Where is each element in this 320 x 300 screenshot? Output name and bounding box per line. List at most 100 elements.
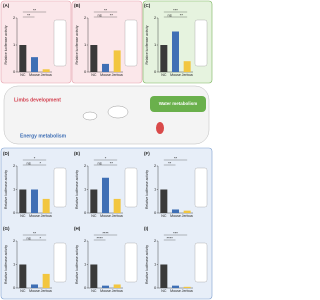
bar: [102, 177, 109, 213]
x-tick-label: Jerboa: [112, 73, 123, 77]
x-tick-label: NC: [161, 73, 167, 77]
bar: [31, 284, 38, 288]
bar: [42, 273, 50, 288]
sig-label: **: [174, 155, 178, 160]
panel-title: (C): [144, 3, 151, 8]
bar: [172, 285, 179, 288]
bar: [172, 209, 179, 213]
x-tick-label: Mouse: [170, 73, 181, 77]
gene-box: [53, 19, 67, 67]
panel-title: (E): [74, 151, 81, 156]
y-tick-label: 1: [154, 262, 157, 267]
y-tick-label: 0: [154, 285, 157, 290]
sig-label: **: [33, 7, 37, 12]
sig-label: ***: [173, 230, 178, 235]
sig-label: ***: [173, 7, 178, 12]
sig-label: **: [110, 12, 114, 17]
x-tick-label: Mouse: [100, 289, 111, 293]
y-tick-label: 2: [13, 163, 16, 168]
panel-title: (B): [74, 3, 81, 8]
jerboa-icon: [107, 105, 129, 119]
x-tick-label: Mouse: [100, 214, 111, 218]
y-tick-label: 0: [13, 285, 16, 290]
gene-box: [124, 167, 138, 208]
y-tick-label: 0: [13, 210, 16, 215]
diagram-label: Water metabolism: [159, 101, 198, 106]
bar: [31, 57, 38, 72]
bar: [19, 45, 27, 72]
x-tick-label: Jerboa: [41, 214, 52, 218]
bar: [31, 189, 38, 213]
bar: [160, 264, 168, 288]
y-tick-label: 2: [84, 15, 87, 20]
bar: [183, 61, 191, 72]
sig-label: ns: [98, 12, 102, 17]
gene-box: [53, 167, 67, 208]
x-tick-label: Jerboa: [182, 73, 193, 77]
y-tick-label: 0: [84, 285, 87, 290]
y-axis-label: Relative luciferase activity: [75, 25, 79, 64]
y-tick-label: 1: [84, 262, 87, 267]
sig-label: *: [40, 160, 42, 165]
y-tick-label: 2: [154, 163, 157, 168]
sig-label: **: [168, 160, 172, 165]
bar: [42, 69, 50, 72]
mouse-icon: [82, 111, 98, 121]
bar: [183, 210, 191, 213]
x-tick-label: NC: [91, 73, 97, 77]
bar: [113, 284, 121, 288]
x-tick-label: NC: [20, 214, 26, 218]
x-tick-label: Mouse: [29, 289, 40, 293]
x-tick-label: Mouse: [170, 214, 181, 218]
y-tick-label: 0: [154, 210, 157, 215]
y-tick-label: 0: [84, 69, 87, 74]
y-tick-label: 2: [154, 238, 157, 243]
bar: [113, 198, 121, 213]
x-tick-label: Jerboa: [182, 214, 193, 218]
y-tick-label: 1: [13, 187, 16, 192]
x-tick-label: NC: [161, 289, 167, 293]
gene-box: [194, 167, 208, 208]
panel-title: (A): [3, 3, 10, 8]
bar: [19, 189, 27, 213]
x-tick-label: Mouse: [100, 73, 111, 77]
bar: [183, 286, 191, 288]
water-box: [150, 96, 206, 112]
x-tick-label: Mouse: [29, 214, 40, 218]
y-axis-label: Relative luciferase activity: [75, 170, 79, 209]
panel-frame: [71, 0, 143, 84]
x-tick-label: Jerboa: [112, 214, 123, 218]
sig-label: ****: [97, 235, 104, 240]
y-tick-label: 1: [13, 262, 16, 267]
y-tick-label: 2: [13, 238, 16, 243]
x-tick-label: NC: [91, 214, 97, 218]
bar: [102, 63, 109, 72]
y-tick-label: 1: [154, 187, 157, 192]
x-tick-label: Mouse: [29, 73, 40, 77]
panel-title: (D): [3, 151, 10, 156]
x-tick-label: Jerboa: [41, 73, 52, 77]
sig-label: *: [105, 155, 107, 160]
x-tick-label: Jerboa: [182, 289, 193, 293]
gene-box: [194, 19, 208, 67]
gene-box: [124, 242, 138, 283]
sig-label: ****: [102, 230, 109, 235]
sig-label: ns: [168, 12, 172, 17]
y-tick-label: 2: [13, 15, 16, 20]
x-tick-label: NC: [20, 289, 26, 293]
bar: [19, 264, 27, 288]
y-tick-label: 2: [84, 238, 87, 243]
panel-title: (I): [144, 226, 149, 231]
y-tick-label: 2: [154, 15, 157, 20]
sig-label: *: [40, 235, 42, 240]
sig-label: ns: [98, 160, 102, 165]
panel-frame: [0, 147, 213, 300]
sig-label: **: [104, 7, 108, 12]
x-tick-label: NC: [91, 289, 97, 293]
y-axis-label: Relative luciferase activity: [4, 245, 8, 284]
gene-box: [53, 242, 67, 283]
bar: [160, 45, 168, 72]
x-tick-label: NC: [20, 73, 26, 77]
y-axis-label: Relative luciferase activity: [145, 25, 149, 64]
x-tick-label: Mouse: [170, 289, 181, 293]
